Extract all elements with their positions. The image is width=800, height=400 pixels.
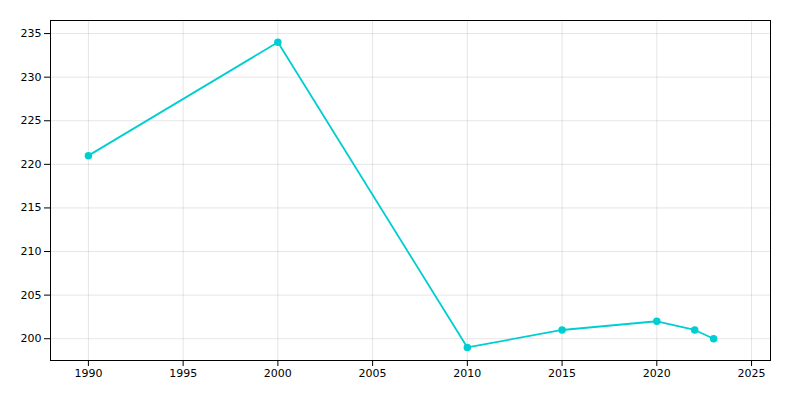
svg-text:2010: 2010 [453, 367, 481, 380]
svg-text:205: 205 [21, 289, 42, 302]
svg-text:220: 220 [21, 158, 42, 171]
svg-text:235: 235 [21, 27, 42, 40]
svg-text:2020: 2020 [643, 367, 671, 380]
svg-text:200: 200 [21, 332, 42, 345]
svg-text:1995: 1995 [169, 367, 197, 380]
svg-text:1990: 1990 [74, 367, 102, 380]
svg-text:2025: 2025 [738, 367, 766, 380]
svg-text:215: 215 [21, 201, 42, 214]
svg-text:2000: 2000 [264, 367, 292, 380]
svg-text:2015: 2015 [548, 367, 576, 380]
svg-text:230: 230 [21, 71, 42, 84]
svg-text:225: 225 [21, 114, 42, 127]
svg-text:210: 210 [21, 245, 42, 258]
svg-text:2005: 2005 [359, 367, 387, 380]
